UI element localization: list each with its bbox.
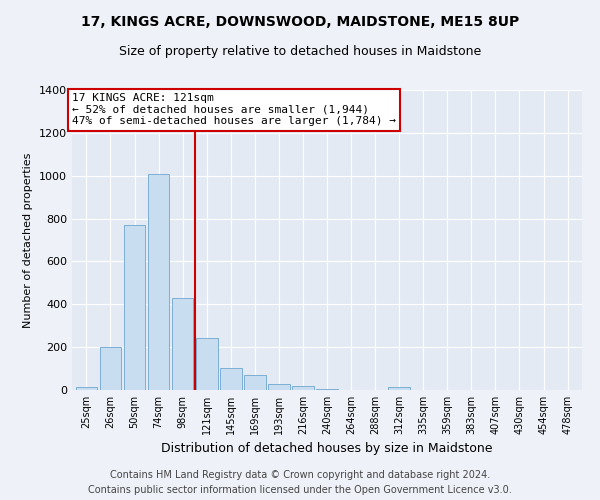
- Bar: [148, 174, 169, 390]
- Bar: [76, 387, 97, 390]
- Text: Size of property relative to detached houses in Maidstone: Size of property relative to detached ho…: [119, 45, 481, 58]
- Bar: [124, 225, 145, 390]
- Bar: [316, 389, 338, 390]
- Text: Contains HM Land Registry data © Crown copyright and database right 2024.: Contains HM Land Registry data © Crown c…: [110, 470, 490, 480]
- Bar: [244, 375, 266, 390]
- Bar: [388, 387, 410, 390]
- Bar: [220, 368, 242, 390]
- Text: 17, KINGS ACRE, DOWNSWOOD, MAIDSTONE, ME15 8UP: 17, KINGS ACRE, DOWNSWOOD, MAIDSTONE, ME…: [81, 15, 519, 29]
- Text: 17 KINGS ACRE: 121sqm
← 52% of detached houses are smaller (1,944)
47% of semi-d: 17 KINGS ACRE: 121sqm ← 52% of detached …: [72, 93, 396, 126]
- X-axis label: Distribution of detached houses by size in Maidstone: Distribution of detached houses by size …: [161, 442, 493, 456]
- Bar: [172, 298, 193, 390]
- Bar: [268, 384, 290, 390]
- Bar: [196, 338, 218, 390]
- Bar: [292, 386, 314, 390]
- Text: Contains public sector information licensed under the Open Government Licence v3: Contains public sector information licen…: [88, 485, 512, 495]
- Bar: [100, 347, 121, 390]
- Y-axis label: Number of detached properties: Number of detached properties: [23, 152, 34, 328]
